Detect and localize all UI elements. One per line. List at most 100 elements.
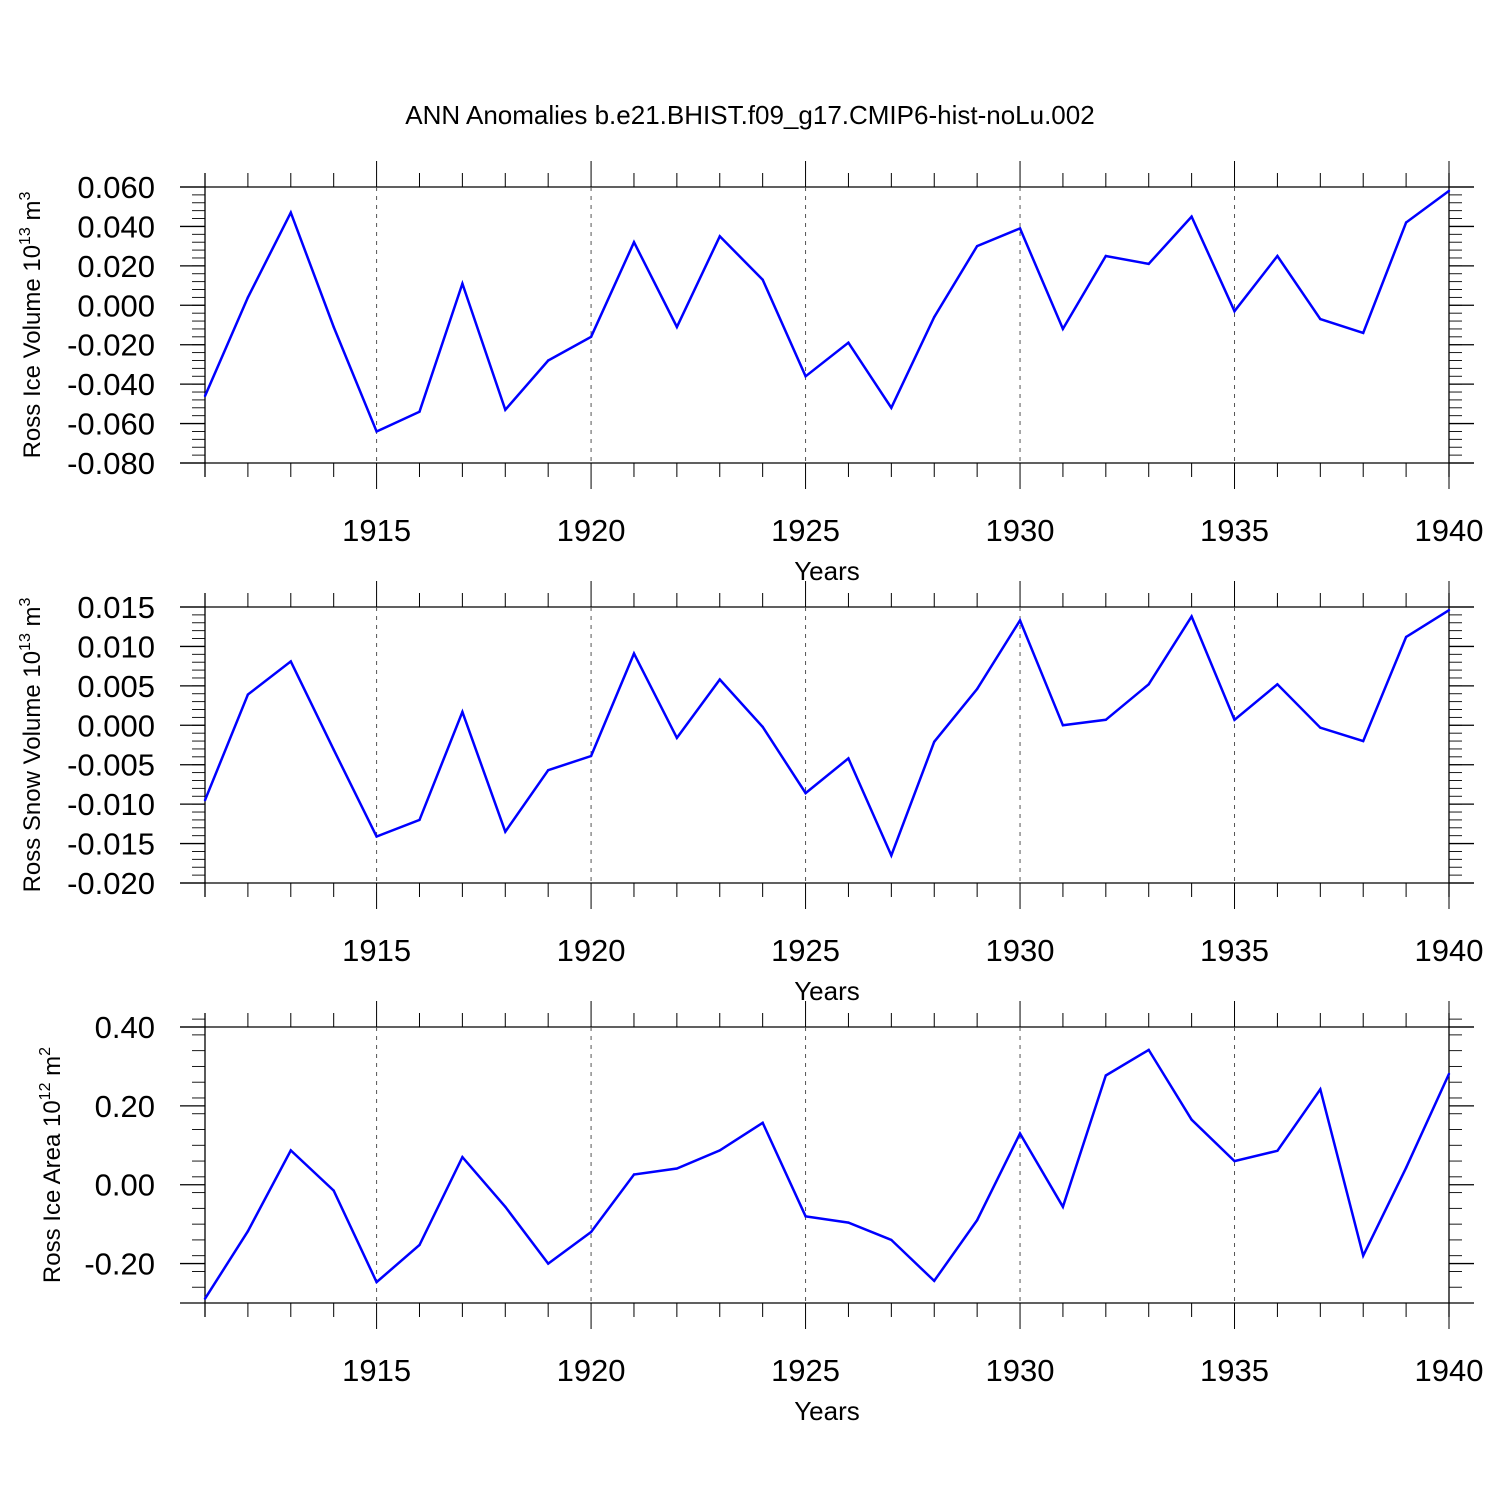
- x-tick-label: 1940: [1415, 513, 1484, 548]
- y-tick-label: 0.040: [77, 209, 155, 244]
- data-point: [975, 1219, 979, 1222]
- x-axis-label: Years: [794, 1396, 860, 1426]
- data-point: [504, 1205, 507, 1208]
- x-tick-label: 1920: [557, 933, 626, 968]
- data-point: [847, 1221, 850, 1224]
- data-point: [589, 335, 593, 339]
- data-point: [890, 406, 893, 409]
- series-line: [203, 189, 1450, 434]
- data-point: [1447, 189, 1451, 193]
- x-tick-label: 1920: [557, 1353, 626, 1388]
- y-tick-label: -0.080: [67, 446, 155, 481]
- data-point: [718, 678, 721, 681]
- data-point: [1190, 1118, 1193, 1121]
- x-tick-label: 1925: [771, 1353, 840, 1388]
- data-point: [675, 325, 679, 329]
- data-point: [975, 244, 979, 248]
- data-point: [1147, 1048, 1150, 1052]
- data-point: [246, 693, 250, 696]
- chart-panel-2: -0.020 -0.015 -0.010 -0.005 0.000 0.005 0.010 0…: [17, 581, 1483, 1006]
- data-point: [289, 211, 292, 214]
- data-point: [1404, 1166, 1408, 1169]
- x-tick-label: 1930: [986, 513, 1055, 548]
- data-point: [1319, 1088, 1322, 1091]
- y-tick-label: 0.40: [95, 1010, 155, 1045]
- data-point: [632, 652, 636, 655]
- x-tick-label: 1925: [771, 513, 840, 548]
- x-tick-label: 1915: [342, 513, 411, 548]
- data-point: [1362, 739, 1365, 743]
- data-point: [1018, 227, 1022, 230]
- y-tick-label: 0.000: [77, 708, 155, 743]
- y-tick-label: 0.020: [77, 249, 155, 284]
- data-point: [761, 725, 764, 729]
- data-point: [203, 799, 207, 802]
- data-point: [546, 1262, 550, 1265]
- data-point: [418, 818, 421, 822]
- data-point: [933, 740, 936, 744]
- y-tick-label: -0.060: [67, 407, 155, 442]
- data-point: [1319, 726, 1322, 729]
- data-point: [332, 1189, 335, 1192]
- data-point: [804, 791, 807, 795]
- data-point: [718, 235, 721, 238]
- y-tick-label: -0.20: [84, 1247, 155, 1282]
- data-point: [1061, 327, 1065, 331]
- data-point: [804, 1215, 807, 1218]
- data-point: [1104, 1074, 1108, 1077]
- data-point: [1233, 310, 1236, 313]
- x-tick-label: 1930: [986, 1353, 1055, 1388]
- data-point: [761, 278, 764, 281]
- figure-title: ANN Anomalies b.e21.BHIST.f09_g17.CMIP6-…: [405, 100, 1094, 130]
- x-tick-label: 1935: [1200, 1353, 1269, 1388]
- data-point: [1061, 724, 1065, 727]
- y-tick-label: -0.020: [67, 866, 155, 901]
- chart-panel-1: -0.080 -0.060 -0.040 -0.020 0.000 0.020 0.040 0…: [17, 161, 1483, 586]
- data-point: [203, 394, 207, 398]
- data-point: [1018, 619, 1022, 622]
- data-point: [1319, 317, 1322, 321]
- x-tick-label: 1930: [986, 933, 1055, 968]
- data-point: [375, 835, 378, 838]
- data-point: [1104, 254, 1108, 258]
- data-point: [1190, 215, 1193, 218]
- x-axis-label: Years: [794, 556, 860, 586]
- data-point: [933, 1279, 936, 1283]
- y-tick-label: 0.005: [77, 669, 155, 704]
- y-tick-label: -0.015: [67, 827, 155, 862]
- chart-panel-3: -0.20 0.00 0.20 0.40 1915 1920 1925 1930 1935 194…: [37, 1001, 1483, 1426]
- data-point: [1276, 1149, 1279, 1153]
- y-tick-label: 0.00: [95, 1168, 155, 1203]
- data-point: [1362, 1254, 1365, 1257]
- series-line: [203, 609, 1450, 859]
- data-point: [289, 1149, 292, 1152]
- panels: -0.080 -0.060 -0.040 -0.020 0.000 0.020 0.040 0…: [17, 161, 1483, 1426]
- y-tick-label: 0.015: [77, 590, 155, 625]
- x-tick-label: 1915: [342, 1353, 411, 1388]
- y-axis-label: Ross Ice Volume 1013 m3: [17, 191, 46, 458]
- data-point: [332, 748, 335, 751]
- data-point: [461, 282, 464, 285]
- x-tick-label: 1935: [1200, 513, 1269, 548]
- series-line: [203, 1048, 1451, 1300]
- x-tick-label: 1915: [342, 933, 411, 968]
- data-point: [1147, 683, 1150, 686]
- y-tick-label: 0.000: [77, 288, 155, 323]
- data-point: [1447, 1072, 1451, 1076]
- x-tick-label: 1935: [1200, 933, 1269, 968]
- data-point: [418, 410, 421, 413]
- data-point: [718, 1149, 721, 1152]
- data-point: [847, 757, 850, 760]
- data-point: [890, 854, 893, 857]
- data-point: [933, 315, 936, 319]
- data-point: [847, 341, 850, 344]
- data-point: [504, 830, 507, 833]
- data-point: [761, 1121, 764, 1125]
- data-point: [675, 736, 679, 740]
- data-point: [546, 769, 550, 772]
- data-point: [546, 359, 550, 362]
- y-axis-label: Ross Snow Volume 1013 m3: [17, 597, 46, 892]
- data-point: [1233, 1159, 1236, 1163]
- data-point: [1276, 683, 1279, 686]
